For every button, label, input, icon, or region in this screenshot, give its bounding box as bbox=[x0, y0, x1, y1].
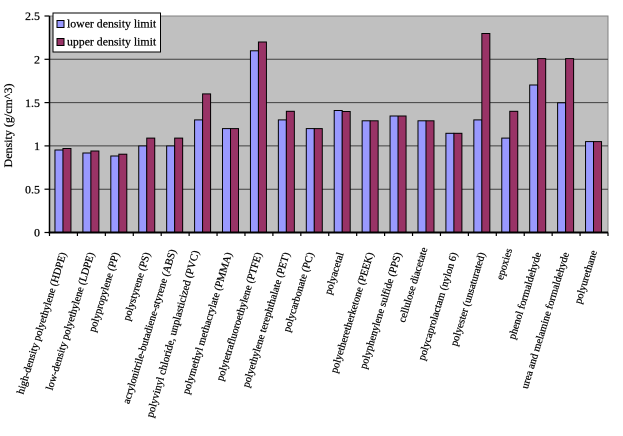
svg-text:lower density limit: lower density limit bbox=[67, 16, 157, 30]
svg-text:0: 0 bbox=[34, 226, 40, 240]
svg-text:2: 2 bbox=[34, 53, 40, 67]
svg-text:Density (g/cm^3): Density (g/cm^3) bbox=[1, 84, 15, 168]
svg-text:upper density limit: upper density limit bbox=[67, 34, 157, 48]
svg-text:2.5: 2.5 bbox=[25, 9, 40, 23]
svg-text:0.5: 0.5 bbox=[25, 182, 40, 196]
svg-text:1.5: 1.5 bbox=[25, 96, 40, 110]
svg-text:1: 1 bbox=[34, 139, 40, 153]
